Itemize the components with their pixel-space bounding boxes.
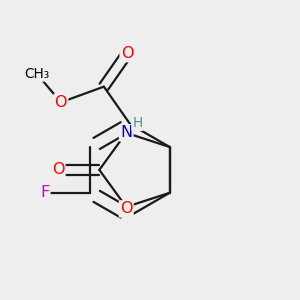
Text: O: O xyxy=(55,95,67,110)
Text: F: F xyxy=(40,185,49,200)
Text: O: O xyxy=(120,201,133,216)
Text: O: O xyxy=(121,46,133,61)
Text: O: O xyxy=(52,162,64,177)
Text: N: N xyxy=(120,125,132,140)
Text: H: H xyxy=(132,116,142,130)
Text: CH₃: CH₃ xyxy=(24,67,50,81)
